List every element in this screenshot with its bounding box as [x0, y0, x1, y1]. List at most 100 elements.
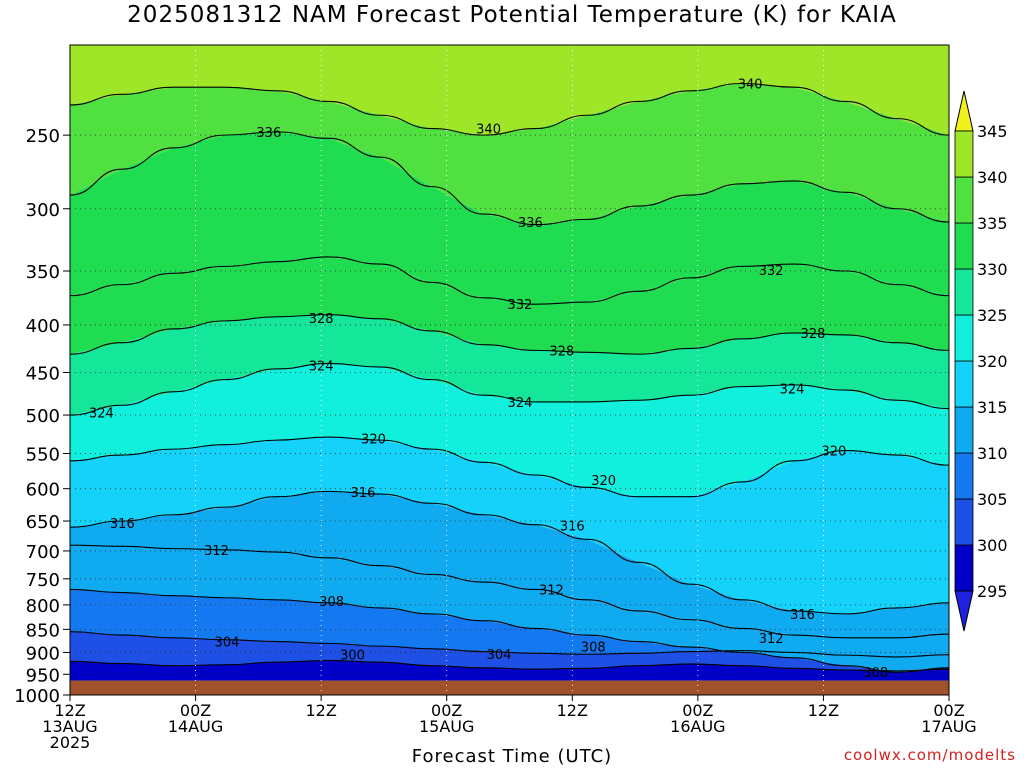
contour-labels: 300 304 304 308 308 308 312 312 312 316 316 316 316 3… [89, 77, 888, 681]
x-tick-label-24-0: 12Z [305, 701, 336, 720]
contour-label-332-1: 332 [759, 264, 784, 279]
y-tick-label-550: 550 [26, 445, 60, 466]
theta-band-6 [70, 363, 949, 497]
contour-label-316-2: 316 [560, 519, 585, 534]
colorbar-label-345: 345 [977, 122, 1008, 141]
colorbar-label-315: 315 [977, 398, 1008, 417]
y-tick-label-500: 500 [26, 406, 60, 427]
isentrope-304 [70, 631, 949, 658]
contour-label-324-3: 324 [780, 382, 805, 397]
theta-band-7 [70, 314, 949, 416]
plot-frame [69, 44, 950, 696]
contour-label-308-2: 308 [863, 666, 888, 681]
contour-label-328-2: 328 [801, 327, 826, 342]
y-tick-label-750: 750 [26, 570, 60, 591]
theta-band-10 [70, 83, 949, 225]
x-tick-label-0-0: 12Z [54, 701, 85, 720]
colorbar-label-300: 300 [977, 536, 1008, 555]
theta-fill-layer [70, 45, 949, 681]
colorbar-label-325: 325 [977, 306, 1008, 325]
x-tick-label-0-2: 2025 [50, 733, 91, 752]
colorbar-box-315 [954, 360, 974, 408]
contour-label-340-0: 340 [476, 123, 501, 138]
colorbar-box-300 [954, 498, 974, 546]
isentrope-320 [70, 436, 949, 498]
contour-label-320-1: 320 [591, 474, 616, 489]
x-tick-label-84-1: 17AUG [921, 717, 976, 736]
colorbar-label-340: 340 [977, 168, 1008, 187]
chart-title: 2025081312 NAM Forecast Potential Temper… [127, 2, 897, 28]
contour-label-308-1: 308 [581, 641, 606, 656]
theta-band-1 [70, 631, 949, 671]
isentrope-308 [70, 588, 949, 673]
isentrope-336 [70, 131, 949, 226]
colorbar-label-330: 330 [977, 260, 1008, 279]
contour-label-336-0: 336 [256, 126, 281, 141]
contour-label-304-0: 304 [215, 636, 240, 651]
theta-band-5 [70, 437, 949, 614]
contour-label-336-1: 336 [518, 216, 543, 231]
y-tick-label-650: 650 [26, 512, 60, 533]
colorbar-box-305 [954, 452, 974, 500]
colorbar: 295 300 305 310 315 320 325 330 335 340 345 [954, 90, 1008, 632]
isentrope-324 [70, 362, 949, 416]
x-tick-label-36-0: 00Z [431, 701, 462, 720]
x-tick-label-0-1: 13AUG [42, 717, 97, 736]
contour-label-340-1: 340 [738, 77, 763, 92]
colorbar-box-310 [954, 406, 974, 454]
theta-band-11 [70, 45, 949, 136]
y-tick-label-400: 400 [26, 316, 60, 337]
colorbar-label-335: 335 [977, 214, 1008, 233]
contour-label-300-0: 300 [340, 649, 365, 664]
isentrope-340 [70, 82, 949, 136]
y-tick-label-950: 950 [26, 665, 60, 686]
contour-label-332-0: 332 [508, 298, 533, 313]
isentrope-312 [70, 544, 949, 639]
colorbar-box-335 [954, 176, 974, 224]
x-tick-label-72-0: 12Z [808, 701, 839, 720]
y-tick-label-250: 250 [26, 126, 60, 147]
theta-band-2 [70, 589, 949, 673]
theta-band-9 [70, 131, 949, 305]
isentrope-332 [70, 256, 949, 305]
y-tick-label-900: 900 [26, 643, 60, 664]
contour-label-312-1: 312 [539, 583, 564, 598]
colorbar-label-310: 310 [977, 444, 1008, 463]
x-tick-label-12-1: 14AUG [168, 717, 223, 736]
contour-label-312-0: 312 [204, 544, 229, 559]
y-tick-label-350: 350 [26, 262, 60, 283]
colorbar-box-330 [954, 222, 974, 270]
contour-label-316-1: 316 [351, 486, 376, 501]
y-tick-label-800: 800 [26, 596, 60, 617]
colorbar-label-320: 320 [977, 352, 1008, 371]
theta-band-3 [70, 545, 949, 673]
isentrope-316 [70, 490, 949, 615]
contour-label-316-0: 316 [110, 517, 135, 532]
y-tick-label-450: 450 [26, 364, 60, 385]
contour-label-324-2: 324 [508, 396, 533, 411]
contour-label-324-0: 324 [89, 407, 114, 422]
contour-label-316-3: 316 [790, 608, 815, 623]
x-tick-label-36-1: 15AUG [419, 717, 474, 736]
contour-label-320-0: 320 [361, 433, 386, 448]
colorbar-label-295: 295 [977, 582, 1008, 601]
colorbar-box-295 [954, 544, 974, 592]
colorbar-box-320 [954, 314, 974, 362]
y-tick-label-700: 700 [26, 542, 60, 563]
x-tick-label-60-0: 00Z [682, 701, 713, 720]
x-tick-label-84-0: 00Z [933, 701, 964, 720]
contour-label-320-2: 320 [821, 445, 846, 460]
colorbar-top-arrow [954, 90, 974, 132]
contour-label-312-2: 312 [759, 632, 784, 647]
colorbar-bottom-arrow [954, 590, 974, 632]
isentrope-328 [70, 314, 949, 355]
y-tick-label-850: 850 [26, 620, 60, 641]
isentrope-300 [70, 659, 949, 672]
x-tick-label-48-0: 12Z [557, 701, 588, 720]
y-tick-label-1000: 1000 [14, 686, 60, 707]
ground-surface [70, 680, 949, 695]
colorbar-box-325 [954, 268, 974, 316]
isentrope-layer [70, 82, 949, 673]
